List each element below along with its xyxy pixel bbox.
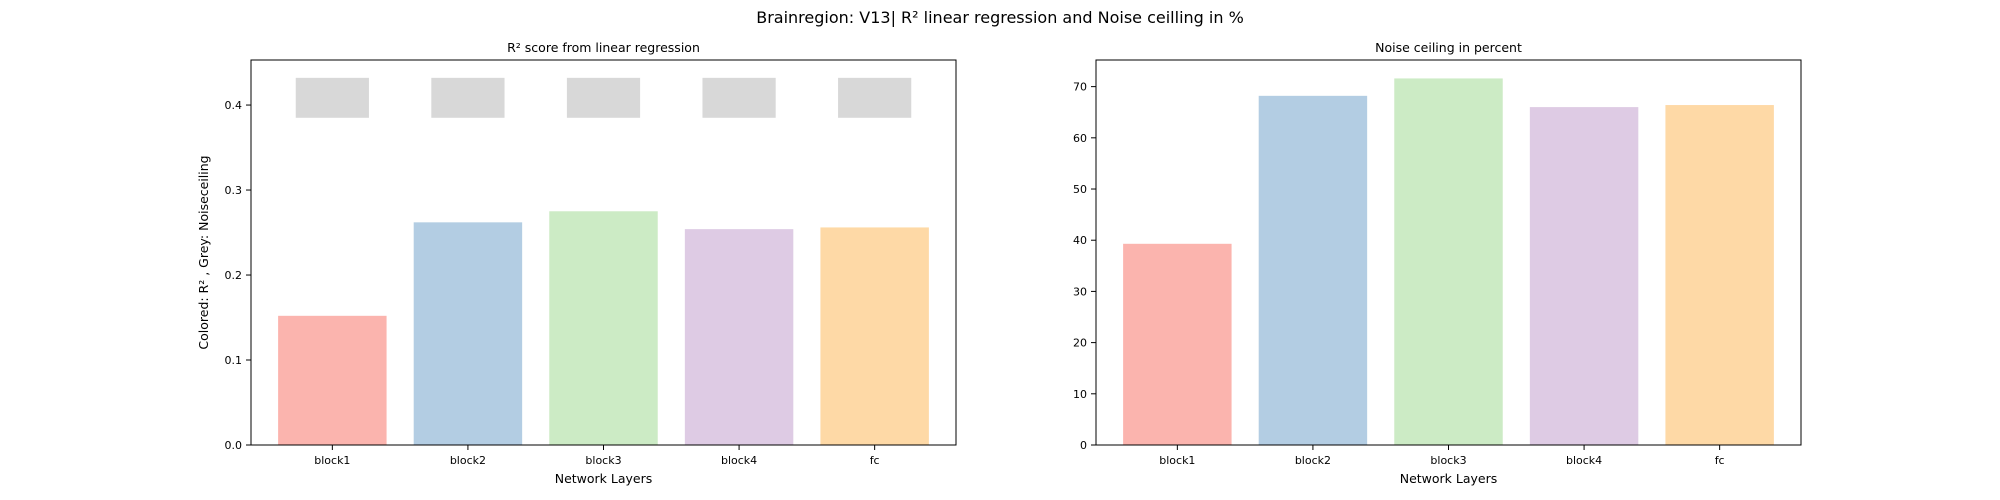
- chart2-y-tick-label: 70: [1073, 81, 1087, 94]
- chart1-bar-block1: [278, 315, 387, 445]
- chart2-y-tick-label: 10: [1073, 388, 1087, 401]
- chart1-x-tick-label: fc: [870, 454, 880, 467]
- figure-title: Brainregion: V13| R² linear regression a…: [756, 8, 1244, 27]
- chart1-noise-ceiling-box: [838, 77, 912, 118]
- chart1-y-tick-label: 0.4: [225, 99, 243, 112]
- chart1-y-tick-label: 0.0: [225, 439, 243, 452]
- chart1-noise-ceiling-box: [295, 77, 369, 118]
- chart1-y-tick-label: 0.1: [225, 354, 243, 367]
- chart1-y-axis-label: Colored: R² , Grey: Noiseceiling: [196, 155, 211, 349]
- chart1-y-tick-label: 0.3: [225, 184, 243, 197]
- chart2-y-tick-label: 20: [1073, 337, 1087, 350]
- chart2-x-tick-label: fc: [1715, 454, 1725, 467]
- chart1-x-tick-label: block1: [314, 454, 350, 467]
- chart2-x-axis-label: Network Layers: [1400, 471, 1498, 486]
- chart1-bar-block3: [549, 211, 658, 445]
- chart2-x-tick-label: block1: [1159, 454, 1195, 467]
- chart2-y-tick-label: 60: [1073, 132, 1087, 145]
- chart1-x-tick-label: block3: [585, 454, 621, 467]
- chart1-noise-ceiling-box: [566, 77, 641, 118]
- chart1-x-axis-label: Network Layers: [555, 471, 653, 486]
- chart1-x-tick-label: block4: [721, 454, 757, 467]
- chart1-x-tick-label: block2: [450, 454, 486, 467]
- chart1-bar-fc: [820, 227, 929, 445]
- chart2-bar-block1: [1123, 243, 1232, 445]
- chart2-x-tick-label: block4: [1566, 454, 1602, 467]
- chart2-y-tick-label: 50: [1073, 183, 1087, 196]
- chart2-bar-block3: [1394, 78, 1503, 446]
- chart1-bar-block2: [413, 222, 523, 445]
- chart1-noise-ceiling-box: [431, 77, 505, 118]
- chart1-y-tick-label: 0.2: [225, 269, 243, 282]
- chart2-y-tick-label: 30: [1073, 285, 1087, 298]
- chart2-x-tick-label: block2: [1295, 454, 1331, 467]
- chart1-title: R² score from linear regression: [507, 40, 700, 55]
- chart2-bar-fc: [1665, 105, 1774, 445]
- chart2-y-tick-label: 40: [1073, 234, 1087, 247]
- chart1-noise-ceiling-box: [702, 77, 776, 118]
- chart2-x-tick-label: block3: [1430, 454, 1466, 467]
- chart2-y-tick-label: 0: [1080, 439, 1087, 452]
- chart2-bar-block2: [1258, 95, 1368, 445]
- chart2-bar-block4: [1529, 107, 1639, 445]
- chart2-title: Noise ceiling in percent: [1375, 40, 1522, 55]
- chart1-bar-block4: [684, 229, 794, 445]
